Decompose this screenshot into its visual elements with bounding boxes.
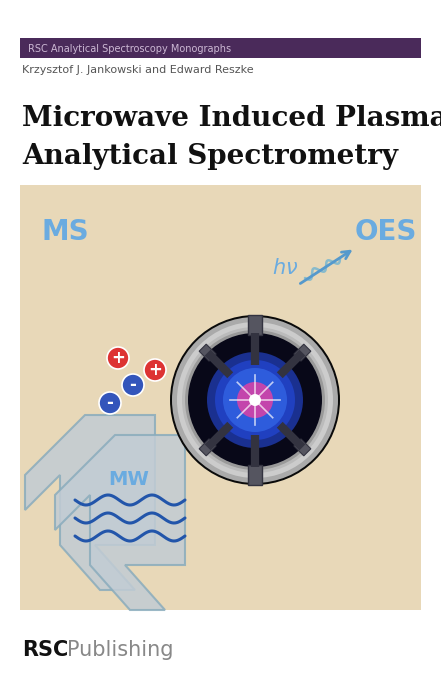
Text: Krzysztof J. Jankowski and Edward Reszke: Krzysztof J. Jankowski and Edward Reszke xyxy=(22,65,254,75)
Bar xyxy=(20,38,421,58)
Polygon shape xyxy=(55,435,185,610)
Text: MS: MS xyxy=(42,218,90,246)
Circle shape xyxy=(223,368,287,432)
Bar xyxy=(294,344,311,361)
Circle shape xyxy=(177,322,333,478)
Circle shape xyxy=(237,382,273,418)
Circle shape xyxy=(185,330,325,470)
Text: OES: OES xyxy=(355,218,417,246)
Circle shape xyxy=(172,317,338,483)
Bar xyxy=(248,315,262,335)
Text: RSC Analytical Spectroscopy Monographs: RSC Analytical Spectroscopy Monographs xyxy=(28,44,231,54)
Text: Analytical Spectrometry: Analytical Spectrometry xyxy=(22,143,398,170)
Bar xyxy=(199,344,216,361)
Polygon shape xyxy=(25,415,155,590)
Bar xyxy=(294,439,311,456)
Circle shape xyxy=(122,374,144,396)
Circle shape xyxy=(215,360,295,440)
Circle shape xyxy=(144,359,166,381)
Text: +: + xyxy=(111,349,125,367)
Text: -: - xyxy=(107,394,113,412)
Circle shape xyxy=(188,333,322,467)
Text: Microwave Induced Plasma: Microwave Induced Plasma xyxy=(22,105,441,132)
Circle shape xyxy=(249,394,261,406)
Text: MW: MW xyxy=(108,470,149,489)
Bar xyxy=(199,439,216,456)
Text: RSC: RSC xyxy=(22,640,68,660)
Circle shape xyxy=(207,352,303,448)
Bar xyxy=(20,185,421,610)
Circle shape xyxy=(107,347,129,369)
Circle shape xyxy=(99,392,121,414)
Text: +: + xyxy=(148,361,162,379)
Text: h$\nu$: h$\nu$ xyxy=(272,258,299,278)
Bar xyxy=(248,465,262,485)
Text: -: - xyxy=(130,376,136,394)
Circle shape xyxy=(182,327,328,473)
Text: Publishing: Publishing xyxy=(67,640,173,660)
Circle shape xyxy=(170,315,340,485)
